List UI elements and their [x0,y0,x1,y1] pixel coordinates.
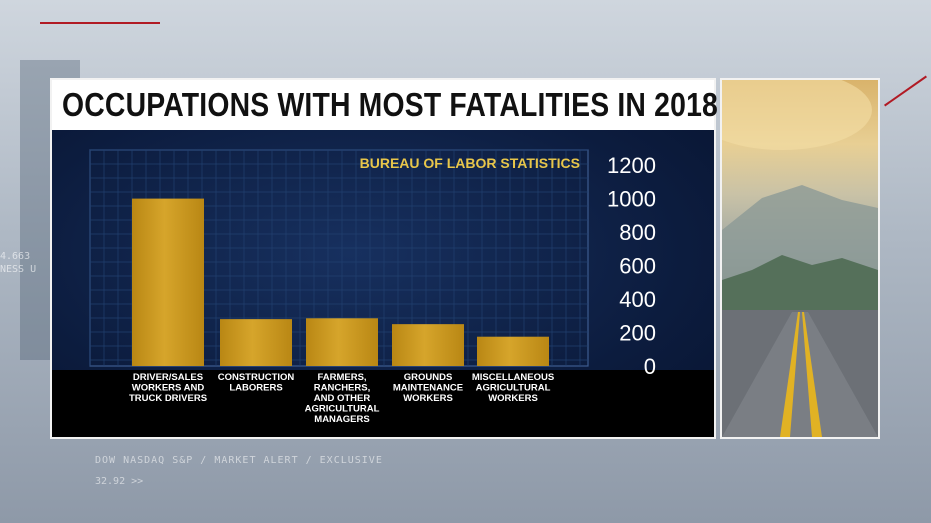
road-photo [720,78,880,439]
background-red-line [40,22,160,24]
category-label: MISCELLANEOUS AGRICULTURAL WORKERS [472,372,554,404]
background-ticker: DOW NASDAQ S&P / MARKET ALERT / EXCLUSIV… [95,455,383,466]
y-tick-label: 600 [619,254,656,279]
bar [477,336,549,366]
background-left-text-line2: NESS U [0,264,37,275]
category-label-line: DRIVER/SALES [133,372,203,383]
category-label: GROUNDS MAINTENANCE WORKERS [393,372,463,404]
category-label-line: LABORERS [229,383,282,394]
bar [220,319,292,366]
background-ticker-value: 32.92 >> [95,476,144,487]
category-label-line: CONSTRUCTION [218,372,295,383]
category-label-line: WORKERS AND [132,383,205,394]
y-tick-label: 200 [619,321,656,346]
bar [392,324,464,366]
bar [306,318,378,366]
title-bar: OCCUPATIONS WITH MOST FATALITIES IN 2018 [52,80,718,130]
background-red-line [884,75,927,107]
y-tick-label: 1200 [607,153,656,178]
road-photo-illustration [722,80,878,437]
category-label: FARMERS, RANCHERS, AND OTHER AGRICULTURAL MA… [305,372,380,425]
y-tick-label: 800 [619,220,656,245]
background-left-text: 4.663 NESS U [0,250,36,276]
category-label-line: WORKERS [488,393,538,404]
category-label-line: AND OTHER [314,393,371,404]
chart-title: OCCUPATIONS WITH MOST FATALITIES IN 2018 [62,86,718,123]
category-label-line: MANAGERS [314,414,369,425]
y-tick-label: 0 [644,354,656,379]
category-label-line: AGRICULTURAL [305,404,380,415]
category-label: CONSTRUCTION LABORERS [218,372,295,394]
chart-graphic: OCCUPATIONS WITH MOST FATALITIES IN 2018… [50,78,718,439]
category-label-line: TRUCK DRIVERS [129,393,207,404]
category-label-line: FARMERS, [317,372,366,383]
chart-area: BUREAU OF LABOR STATISTICS DRIVER/SALES WO… [52,130,714,437]
category-label-line: GROUNDS [404,372,453,383]
category-label-line: MAINTENANCE [393,383,463,394]
category-label: DRIVER/SALES WORKERS AND TRUCK DRIVERS [129,372,207,404]
category-axis-strip [52,370,714,437]
category-label-line: RANCHERS, [314,383,370,394]
category-label-line: MISCELLANEOUS [472,372,554,383]
y-tick-label: 1000 [607,187,656,212]
category-label-line: AGRICULTURAL [476,383,551,394]
y-tick-label: 400 [619,287,656,312]
chart-source-label: BUREAU OF LABOR STATISTICS [360,155,580,171]
category-label-line: WORKERS [403,393,453,404]
bar [132,198,204,366]
background-left-text-line1: 4.663 [0,251,31,262]
